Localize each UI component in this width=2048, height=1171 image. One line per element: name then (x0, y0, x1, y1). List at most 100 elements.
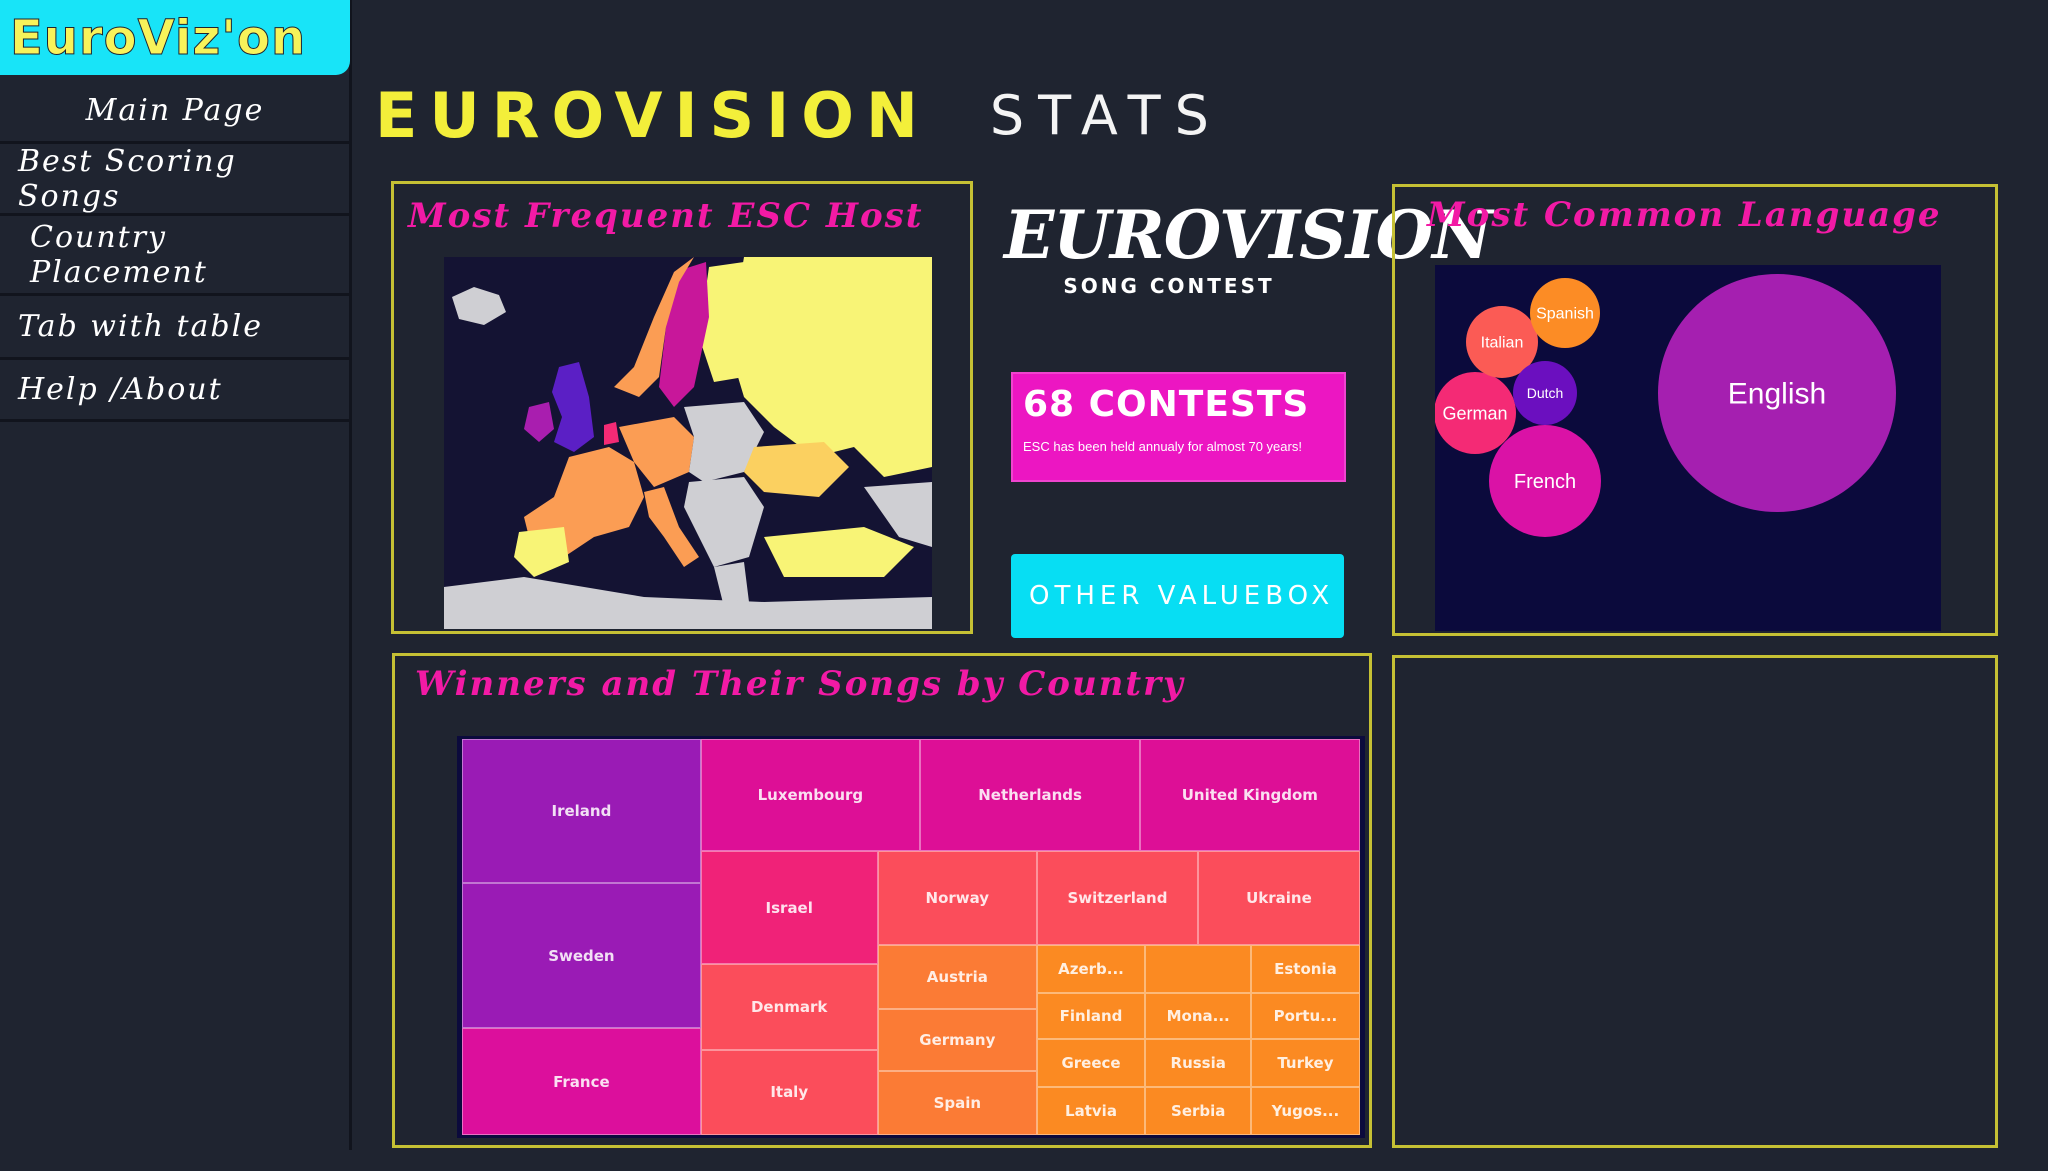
treemap-cell[interactable]: Estonia (1251, 945, 1360, 994)
treemap-cell[interactable]: Serbia (1145, 1087, 1252, 1136)
europe-map[interactable] (444, 257, 932, 629)
brand-logo[interactable]: EuroViz'on (0, 0, 350, 75)
brand-name: EuroViz'on (9, 9, 307, 66)
treemap-cell[interactable]: Ukraine (1198, 851, 1360, 946)
map-region-greece (714, 562, 749, 607)
bubble-spanish[interactable]: Spanish (1530, 278, 1600, 348)
winners-panel-title: Winners and Their Songs by Country (415, 664, 1185, 704)
eurovision-logo-word: EUROVISION (1004, 196, 1492, 274)
language-bubble-chart: English French German Italian Spanish Dutch (1435, 265, 1941, 631)
bubble-italian[interactable]: Italian (1466, 306, 1538, 378)
bubble-label: German (1442, 403, 1507, 423)
language-bubble-svg: English French German Italian Spanish Dutch (1435, 274, 1896, 537)
treemap-cell[interactable]: Netherlands (920, 738, 1140, 852)
treemap-cell-label: Denmark (750, 997, 828, 1016)
page-title: EUROVISION STATS (375, 78, 1223, 152)
treemap-cell-label: Sweden (548, 946, 615, 965)
map-region-ireland (524, 402, 554, 442)
treemap-cell[interactable]: Switzerland (1036, 851, 1199, 946)
treemap-cell[interactable]: Israel (700, 851, 878, 964)
eurovision-logo: EUROVISION SONG CONTEST (1004, 196, 1492, 316)
map-region-finland (699, 262, 754, 382)
sidebar-item-country-placement[interactable]: Country Placement (0, 216, 350, 296)
treemap-cell-label: Germany (919, 1031, 996, 1050)
map-region-east-central (684, 402, 764, 482)
treemap-cell-label: Netherlands (978, 785, 1082, 804)
bubble-english[interactable]: English (1658, 274, 1896, 512)
treemap-cell-label: Russia (1170, 1053, 1226, 1072)
map-region-central (619, 417, 694, 487)
bubble-label: English (1728, 378, 1826, 411)
host-map-title: Most Frequent ESC Host (408, 196, 924, 236)
treemap-cell-label: Finland (1059, 1007, 1123, 1026)
treemap-cell[interactable]: Yugos... (1251, 1087, 1360, 1136)
language-panel-title: Most Common Language (1427, 195, 1942, 235)
bubble-circle (1466, 306, 1538, 378)
treemap-cell-label: Switzerland (1067, 889, 1168, 908)
treemap-cell[interactable]: Sweden (462, 883, 701, 1029)
treemap-cell[interactable]: Portu... (1251, 993, 1360, 1039)
treemap-cell[interactable]: Turkey (1251, 1038, 1360, 1088)
sidebar-item-label: Help /About (18, 372, 223, 407)
treemap-cell[interactable]: Mona... (1145, 993, 1252, 1039)
treemap-cell-label: Italy (770, 1083, 809, 1102)
treemap-cell[interactable]: Denmark (700, 963, 878, 1050)
treemap-cell[interactable]: Greece (1036, 1038, 1146, 1088)
map-region-uk (552, 362, 594, 452)
treemap-cell[interactable]: Italy (700, 1049, 878, 1136)
treemap-cell-label: Ireland (551, 802, 612, 821)
treemap-cell[interactable]: Russia (1145, 1038, 1252, 1088)
treemap-cell-label: Spain (933, 1094, 982, 1113)
map-region-iceland (452, 287, 506, 325)
empty-panel (1392, 655, 1998, 1148)
treemap-cell[interactable]: Germany (877, 1009, 1037, 1071)
treemap-cell-label: France (553, 1072, 610, 1091)
contests-valuebox: 68 CONTESTS ESC has been held annualy fo… (1011, 372, 1346, 482)
treemap-cell[interactable]: France (462, 1028, 701, 1136)
treemap-cell[interactable]: Luxembourg (700, 738, 921, 852)
treemap-cell-label: Azerb... (1058, 960, 1124, 979)
treemap-cell[interactable]: Latvia (1036, 1087, 1146, 1136)
treemap-cell-label: Norway (925, 889, 990, 908)
map-region-caucasus (864, 482, 932, 547)
other-valuebox-label: OTHER VALUEBOX (1029, 581, 1335, 611)
bubble-circle (1489, 425, 1601, 537)
sidebar-item-main-page[interactable]: Main Page (0, 80, 350, 144)
sidebar: EuroViz'on Main Page Best Scoring Songs … (0, 0, 352, 1150)
map-region-ukraine (744, 442, 849, 497)
language-panel: Most Common Language English French German… (1392, 184, 1998, 636)
treemap-cell-label: Israel (765, 898, 813, 917)
bubble-circle (1530, 278, 1600, 348)
treemap-cell[interactable] (1145, 945, 1252, 994)
bubble-french[interactable]: French (1489, 425, 1601, 537)
treemap-cell-label: Austria (926, 968, 988, 987)
treemap-cell[interactable]: United Kingdom (1139, 738, 1360, 852)
treemap-cell-label: Turkey (1277, 1053, 1334, 1072)
europe-map-svg (444, 257, 932, 629)
map-region-russia (729, 257, 932, 477)
treemap-cell[interactable]: Austria (877, 945, 1037, 1010)
bubble-label: Italian (1481, 335, 1524, 352)
bubble-circle (1435, 372, 1516, 454)
bubble-circle (1658, 274, 1896, 512)
sidebar-item-tab-with-table[interactable]: Tab with table (0, 296, 350, 360)
sidebar-item-help-about[interactable]: Help /About (0, 360, 350, 422)
bubble-dutch[interactable]: Dutch (1513, 361, 1577, 425)
page-title-main: EUROVISION (375, 78, 930, 152)
treemap-cell-label: Luxembourg (757, 785, 864, 804)
map-region-netherlands (604, 422, 619, 445)
treemap-cell[interactable]: Ireland (462, 738, 701, 884)
sidebar-item-best-scoring-songs[interactable]: Best Scoring Songs (0, 144, 350, 216)
bubble-label: Dutch (1527, 385, 1564, 401)
treemap-cell-label: Latvia (1065, 1102, 1117, 1121)
sidebar-item-label: Country Placement (30, 219, 208, 290)
treemap-cell[interactable]: Spain (877, 1071, 1037, 1136)
winners-panel: Winners and Their Songs by Country Irela… (392, 653, 1372, 1148)
bubble-german[interactable]: German (1435, 372, 1516, 454)
treemap-cell[interactable]: Norway (877, 851, 1037, 946)
treemap-cell-label: Greece (1061, 1053, 1121, 1072)
treemap-cell-label: Yugos... (1271, 1102, 1340, 1121)
treemap-cell-label: Ukraine (1246, 889, 1312, 908)
treemap-cell[interactable]: Azerb... (1036, 945, 1146, 994)
treemap-cell[interactable]: Finland (1036, 993, 1146, 1039)
